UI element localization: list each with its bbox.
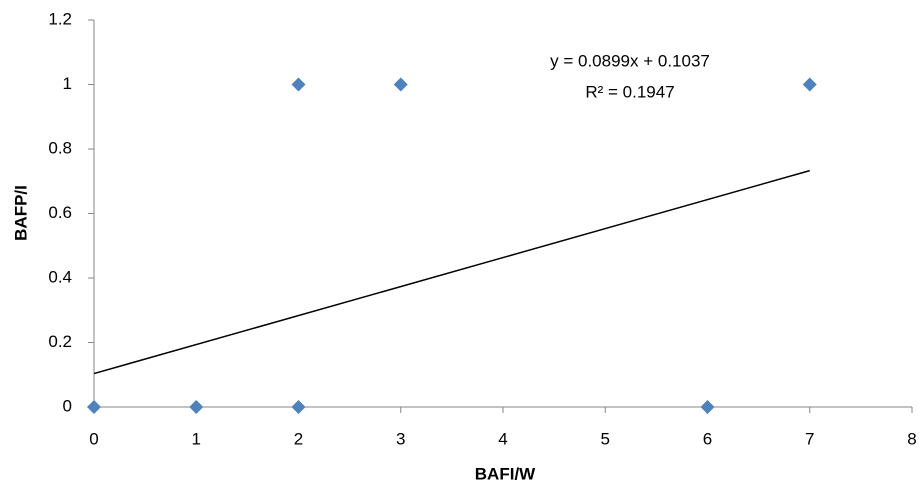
y-tick-label: 1.2 [48, 9, 72, 28]
y-tick-label: 0 [63, 396, 72, 415]
x-tick-label: 3 [396, 429, 405, 448]
x-tick-label: 8 [907, 429, 916, 448]
x-tick-label: 5 [601, 429, 610, 448]
x-tick-label: 1 [192, 429, 201, 448]
x-tick-label: 4 [498, 429, 507, 448]
y-tick-label: 1 [63, 74, 72, 93]
data-point [291, 77, 306, 92]
trendline-equation: y = 0.0899x + 0.1037 [550, 51, 710, 70]
y-tick-label: 0.4 [48, 267, 72, 286]
y-axis-label: BAFP/I [11, 185, 30, 241]
x-tick-label: 0 [89, 429, 98, 448]
x-axis-label: BAFI/W [475, 464, 536, 483]
trendline-r-squared: R² = 0.1947 [585, 82, 674, 101]
y-tick-label: 0.2 [48, 332, 72, 351]
data-point [393, 77, 408, 92]
data-point [87, 400, 101, 414]
data-point [189, 400, 204, 414]
trendline [93, 169, 810, 375]
data-point [802, 77, 817, 92]
y-tick-label: 0.6 [48, 203, 72, 222]
data-point [291, 400, 306, 414]
x-tick-label: 6 [703, 429, 712, 448]
x-tick-label: 7 [805, 429, 814, 448]
data-point [700, 400, 715, 414]
y-tick-label: 0.8 [48, 138, 72, 157]
x-tick-label: 2 [294, 429, 303, 448]
